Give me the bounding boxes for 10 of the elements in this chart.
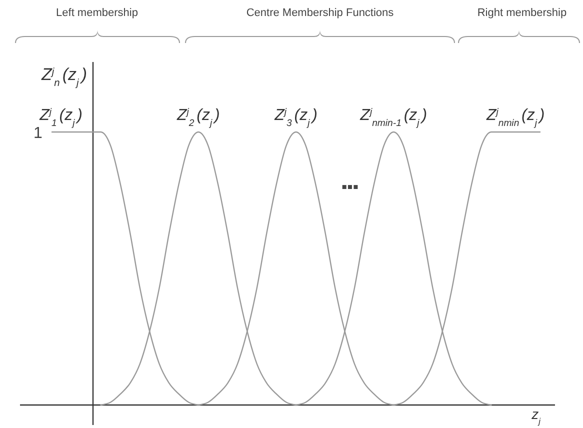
series-label: Z$^{j}$$_{nmin-1}$(z$_{j}$): [359, 106, 428, 128]
text: Centre Membership Functions: [246, 7, 394, 19]
text: Left membership: [56, 7, 138, 19]
series-label: Z$^{j}$$_{nmin}$(z$_{j}$): [485, 106, 545, 128]
x-axis-title: z$_{j}$: [530, 406, 542, 426]
text: Right membership: [477, 7, 567, 19]
series-label: Z$^{j}$$_{2}$(z$_{j}$): [176, 106, 220, 128]
series-label: Z$^{j}$$_{3}$(z$_{j}$): [274, 106, 318, 128]
annotation: ▪▪▪: [341, 179, 359, 196]
y-axis-title: Z$^{j}$$_{n}$(z$_{j}$): [40, 65, 87, 88]
